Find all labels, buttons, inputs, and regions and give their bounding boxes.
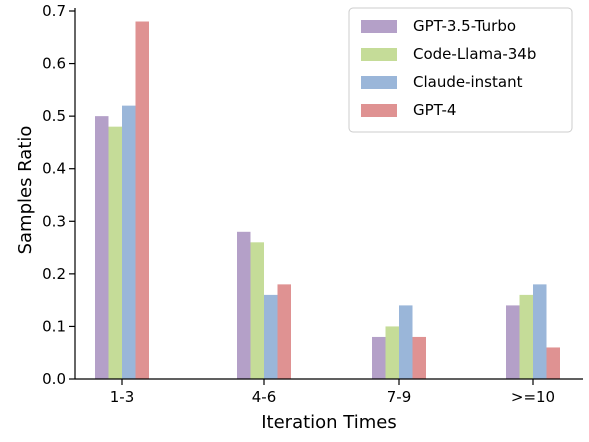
bar-claude-instant-3 (533, 284, 547, 379)
bar-gpt-4-1 (277, 284, 291, 379)
y-axis-title: Samples Ratio (15, 126, 36, 255)
y-tick-label: 0.7 (42, 2, 66, 20)
y-tick-label: 0.5 (42, 107, 66, 125)
legend: GPT-3.5-Turbo Code-Llama-34b Claude-instan… (348, 7, 573, 133)
x-tick-label: 7-9 (387, 388, 412, 406)
bar-code-llama-34b-1 (250, 242, 264, 379)
bar-gpt-4-0 (135, 21, 149, 379)
ticks-layer: 0.0 0.1 0.2 0.3 0.4 0.5 0.6 0.7 1-3 4-6 7-9 >=10 (42, 2, 555, 406)
legend-label: GPT-3.5-Turbo (413, 17, 516, 35)
y-tick-label: 0.4 (42, 160, 66, 178)
y-tick-label: 0.3 (42, 212, 66, 230)
bar-gpt-3-5-turbo-2 (372, 336, 386, 379)
bar-code-llama-34b-3 (519, 294, 533, 379)
x-axis-title: Iteration Times (261, 412, 397, 433)
bar-claude-instant-1 (264, 294, 278, 379)
bar-code-llama-34b-0 (108, 126, 122, 379)
legend-label: GPT-4 (413, 101, 456, 119)
x-tick-label: >=10 (511, 388, 555, 406)
bar-claude-instant-2 (399, 305, 413, 379)
legend-swatch (361, 48, 397, 61)
legend-label: Claude-instant (413, 73, 523, 91)
legend-label: Code-Llama-34b (413, 45, 536, 63)
legend-swatch (361, 104, 397, 117)
bar-gpt-4-3 (546, 347, 560, 379)
bar-gpt-4-2 (412, 336, 426, 379)
y-tick-label: 0.0 (42, 370, 66, 388)
legend-frame (348, 7, 573, 133)
bars-layer (95, 21, 560, 379)
y-tick-label: 0.1 (42, 317, 66, 335)
y-tick-label: 0.2 (42, 265, 66, 283)
bar-code-llama-34b-2 (385, 326, 399, 379)
legend-swatch (361, 20, 397, 33)
axes-layer (74, 8, 583, 380)
bar-gpt-3-5-turbo-3 (506, 305, 520, 379)
bar-claude-instant-0 (122, 105, 136, 379)
y-tick-label: 0.6 (42, 55, 66, 73)
legend-swatch (361, 76, 397, 89)
x-tick-label: 4-6 (252, 388, 277, 406)
bar-gpt-3-5-turbo-1 (237, 231, 251, 379)
bar-gpt-3-5-turbo-0 (95, 116, 109, 379)
x-tick-label: 1-3 (110, 388, 135, 406)
